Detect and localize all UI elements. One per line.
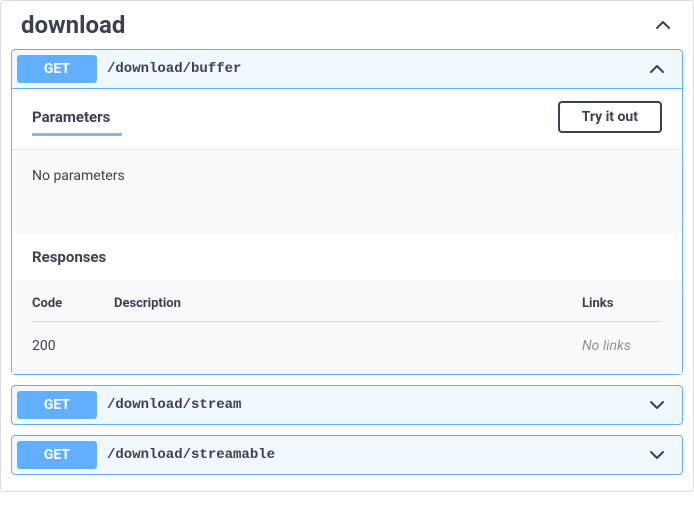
opblock-summary[interactable]: GET /download/stream [12,386,682,424]
method-badge: GET [17,55,97,83]
opblock-download-stream: GET /download/stream [11,385,683,425]
col-description-header: Description [114,296,582,311]
parameters-body: No parameters [12,149,682,234]
responses-table: Code Description Links 200 No links [12,280,682,374]
opblock-summary[interactable]: GET /download/buffer [12,50,682,88]
response-code: 200 [32,338,114,354]
opblock-body: Parameters Try it out No parameters Resp… [12,88,682,374]
endpoint-path: /download/buffer [107,61,647,77]
chevron-up-icon [653,15,673,35]
try-it-out-button[interactable]: Try it out [558,101,662,133]
opblock-download-buffer: GET /download/buffer Parameters Try it o… [11,49,683,375]
col-code-header: Code [32,296,114,311]
method-badge: GET [17,391,97,419]
table-row: 200 No links [32,322,662,354]
parameters-header: Parameters Try it out [12,89,682,141]
opblock-summary[interactable]: GET /download/streamable [12,436,682,474]
responses-table-header: Code Description Links [32,296,662,322]
endpoint-path: /download/streamable [107,447,647,463]
response-links: No links [582,338,662,354]
method-badge: GET [17,441,97,469]
opblock-download-streamable: GET /download/streamable [11,435,683,475]
section-header[interactable]: download [1,1,693,49]
parameters-title: Parameters [32,108,110,126]
section-title: download [21,11,125,39]
chevron-down-icon [647,445,667,465]
col-links-header: Links [582,296,662,311]
chevron-down-icon [647,395,667,415]
responses-title: Responses [12,234,682,280]
endpoint-path: /download/stream [107,397,647,413]
response-description [114,338,582,354]
chevron-up-icon [647,59,667,79]
